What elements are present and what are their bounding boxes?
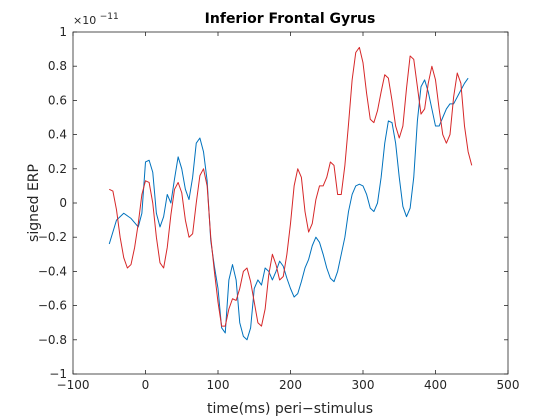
series-layer [108, 46, 473, 341]
y-exponent-label: ×10 −11 [73, 12, 119, 27]
x-tick-label: 200 [279, 378, 302, 392]
y-tick-label: 0 [59, 196, 67, 210]
y-tick-label: 0.6 [48, 93, 67, 107]
y-tick-label: −0.2 [38, 230, 67, 244]
y-tick-label: −0.4 [38, 264, 67, 278]
x-axis-label: time(ms) peri−stimulus [207, 401, 373, 417]
x-tick-label: 100 [207, 378, 230, 392]
series-line-2 [109, 46, 473, 327]
y-tick-label: −1 [49, 367, 67, 381]
x-axis-ticks: −100 0 100 200 300 400 500 [57, 32, 520, 392]
y-axis-ticks: −1 −0.8 −0.6 −0.4 −0.2 0 0.2 0.4 0.6 0.8 1 [38, 25, 508, 381]
x-tick-label: 500 [497, 378, 520, 392]
chart-title: Inferior Frontal Gyrus [205, 11, 376, 27]
y-exponent-power: −11 [100, 12, 119, 22]
plot-area [73, 32, 508, 374]
y-tick-label: 1 [59, 25, 67, 39]
x-tick-label: 400 [424, 378, 447, 392]
y-axis-label: signed ERP [26, 164, 42, 242]
x-tick-label: −100 [57, 378, 90, 392]
series-line-1 [108, 77, 469, 341]
y-exponent-base: ×10 [73, 14, 96, 27]
y-tick-label: −0.8 [38, 333, 67, 347]
y-tick-label: 0.2 [48, 162, 67, 176]
y-tick-label: 0.4 [48, 128, 67, 142]
x-tick-label: 300 [352, 378, 375, 392]
x-tick-label: 0 [142, 378, 150, 392]
y-tick-label: 0.8 [48, 59, 67, 73]
y-tick-label: −0.6 [38, 299, 67, 313]
